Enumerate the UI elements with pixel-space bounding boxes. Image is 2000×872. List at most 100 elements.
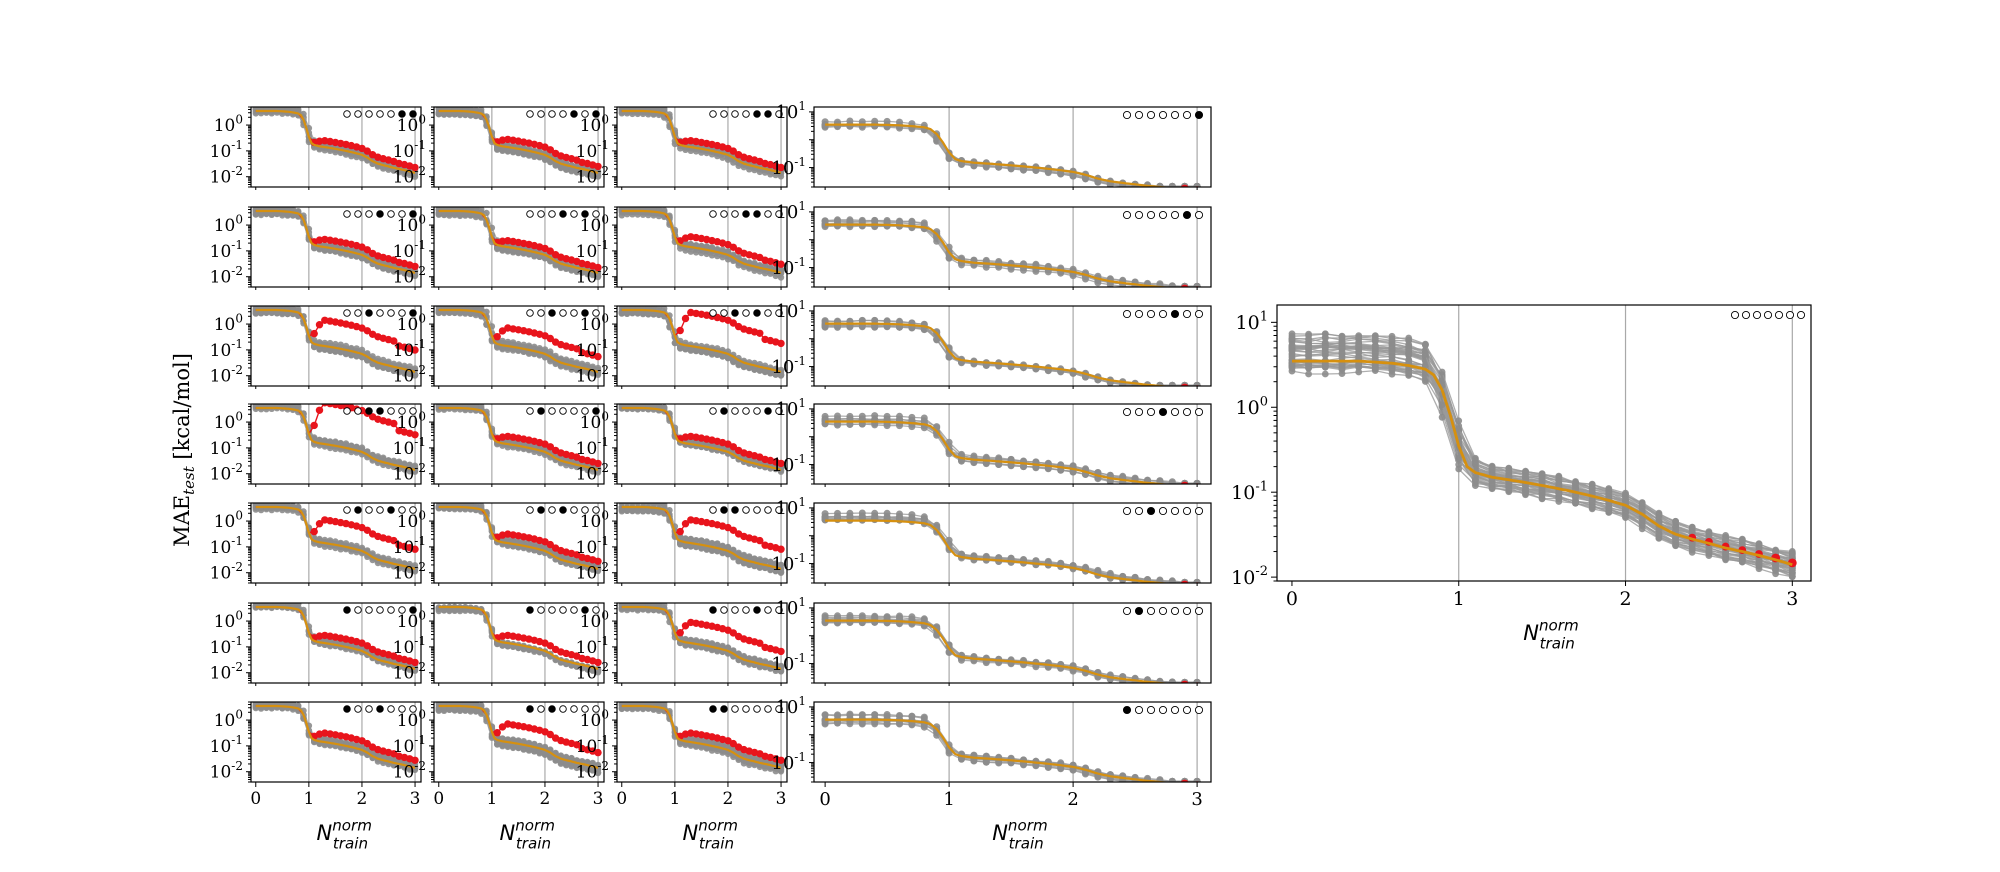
small-r3-c1-y-tick-label: 10-1 — [393, 435, 426, 459]
small-r0-c0-curves — [252, 107, 419, 180]
small-r2-c0-run-point — [380, 364, 387, 371]
small-r2-c1-run-point — [451, 306, 458, 310]
small-r0-c2-y-tick-label: 100 — [580, 112, 609, 136]
small-r1-c2-y-tick-label: 100 — [580, 212, 609, 236]
small-r2-c0-run-point — [257, 310, 265, 317]
small-r3-c1-y-tick-base: 10 — [393, 439, 415, 459]
small-r3-c0-y-tick-label: 10-1 — [210, 435, 243, 459]
small-r0-c1-y-tick-label: 10-2 — [393, 164, 426, 188]
small-r3-c2-mask-empty-marker — [731, 407, 739, 415]
small-r3-c1-mask-empty-marker — [548, 407, 556, 415]
small-r2-c1-y-tick-base: 10 — [393, 367, 415, 387]
small-r2-c0-run-point — [273, 310, 281, 317]
small-r0-c2-run-point — [772, 171, 779, 179]
small-r0-c2-run-point — [692, 148, 700, 155]
small-r0-c1-y-tick-base: 10 — [393, 142, 415, 162]
small-r5-c0-y-tick-label: 10-1 — [210, 634, 243, 658]
small-r1-c0-y-tick-base: 10 — [210, 268, 232, 288]
small-r2-c0-run-point — [358, 346, 366, 353]
small-r0-c1-y-tick-exp: 0 — [418, 112, 426, 126]
small-r3-c0-mask-filled-marker — [376, 407, 384, 415]
small-r0-c2-run-point — [761, 169, 769, 176]
small-r0-c2-y-tick-exp: 0 — [601, 112, 609, 126]
small-r2-c0-y-tick-base: 10 — [214, 315, 236, 335]
small-r4-c0-run-point — [257, 503, 265, 510]
small-r2-c1-run-point — [578, 368, 586, 375]
small-r1-c0-run-point — [257, 207, 265, 211]
small-r3-c0-y-tick-label: 100 — [214, 409, 243, 433]
small-r2-c0-run-point — [395, 361, 403, 368]
small-r0-c2-curves — [618, 107, 785, 180]
small-r0-c0-red-point — [363, 147, 371, 155]
small-r0-c0-y-tick-exp: -1 — [231, 138, 243, 152]
small-r4-c1-mask-filled-marker — [537, 506, 545, 514]
small-r2-c0-run-point — [252, 309, 259, 317]
small-r3-c0-y-tick-base: 10 — [210, 465, 232, 485]
small-r2-c1-red-point — [594, 352, 602, 361]
small-r5-c0-run-point — [263, 603, 270, 605]
small-r0-c2-run-point — [735, 162, 742, 169]
small-r2-c0-run-point — [342, 342, 350, 350]
small-r1-c0-red-point — [363, 246, 371, 254]
small-r3-c1-mask-empty-marker — [559, 407, 567, 415]
small-r2-c1-run-point — [494, 344, 501, 351]
small-r2-c0-run-point — [284, 310, 291, 318]
small-r1-c1-mask-filled-marker — [559, 210, 567, 218]
small-r0-c2-run-point — [639, 110, 647, 118]
small-r4-c0-red-point — [315, 520, 324, 528]
small-r1-c0-mask-empty-marker — [387, 210, 395, 218]
small-r1-c2-y-tick-exp: -2 — [597, 264, 609, 278]
small-r0-c2-run-point — [682, 146, 689, 153]
small-r2-c0-run-point — [337, 341, 344, 348]
small-r1-c0-run-point — [284, 207, 291, 212]
small-r4-c2-run-point — [687, 536, 694, 543]
small-r1-c2-mask-empty-marker — [775, 210, 783, 218]
small-r3-c0-run-point — [295, 404, 302, 410]
small-r0-c0-red-point — [411, 163, 419, 172]
small-r3-c0-mask-filled-marker — [365, 407, 373, 415]
small-r0-c0-mask-empty-marker — [343, 110, 351, 118]
small-r0-c1-mask-empty-marker — [559, 110, 567, 118]
small-r3-c1-y-tick-exp: -1 — [414, 435, 426, 449]
small-r2-c0-red-point — [363, 327, 371, 335]
small-r0-c0-run-point — [353, 153, 360, 161]
small-r4-c0-y-tick-base: 10 — [214, 512, 236, 532]
small-r2-c0-y-tick-label: 100 — [214, 311, 243, 335]
small-r2-c0-mean-line — [255, 308, 416, 373]
small-r0-c0-y-tick-base: 10 — [214, 116, 236, 136]
small-r2-c0-run-point — [385, 358, 392, 365]
small-r3-c0-run-point — [390, 457, 397, 464]
small-r1-c1-run-point — [499, 246, 506, 254]
small-r2-c1-run-point — [456, 306, 464, 310]
small-r0-c0-mask-empty-marker — [376, 110, 384, 118]
small-r3-c2-red-point — [777, 459, 785, 468]
small-r2-c2-y-tick-exp: -1 — [597, 337, 609, 351]
small-r2-c0-run-point — [332, 340, 339, 348]
small-r3-c0-mask-empty-marker — [343, 407, 351, 415]
small-r0-c2-run-point — [756, 168, 763, 176]
small-r2-c0-red-point — [310, 329, 318, 338]
small-r3-c0-run-point — [263, 404, 270, 407]
small-r2-c2-run-point — [772, 370, 779, 378]
small-r1-c0-frame — [250, 206, 422, 288]
small-r2-c2-run-point — [687, 347, 694, 354]
small-r2-c0-run-point — [401, 362, 408, 369]
small-r1-c1-run-point — [531, 252, 538, 259]
small-r2-c0-run-point — [316, 346, 323, 353]
small-r1-c1-mask-empty-marker — [537, 210, 545, 218]
small-r1-c1-y-tick-base: 10 — [393, 268, 415, 288]
small-r2-c2-run-point — [618, 306, 625, 310]
small-r4-c1-y-tick-label: 100 — [397, 508, 426, 532]
small-r0-c1-run-point — [467, 111, 474, 118]
small-r2-c2-y-tick-exp: -2 — [597, 363, 609, 377]
small-r2-c2-y-tick-exp: 0 — [601, 311, 609, 325]
small-r0-c2-run-point — [661, 107, 668, 113]
small-r1-c1-run-point — [504, 247, 511, 254]
small-r5-c0-mask-empty-marker — [376, 606, 384, 614]
small-r0-c0-y-tick-base: 10 — [210, 142, 232, 162]
small-r4-c1-mask-empty-marker — [548, 506, 556, 514]
small-r1-c1-run-point — [525, 251, 533, 258]
small-r1-c1-red-point — [594, 263, 602, 272]
